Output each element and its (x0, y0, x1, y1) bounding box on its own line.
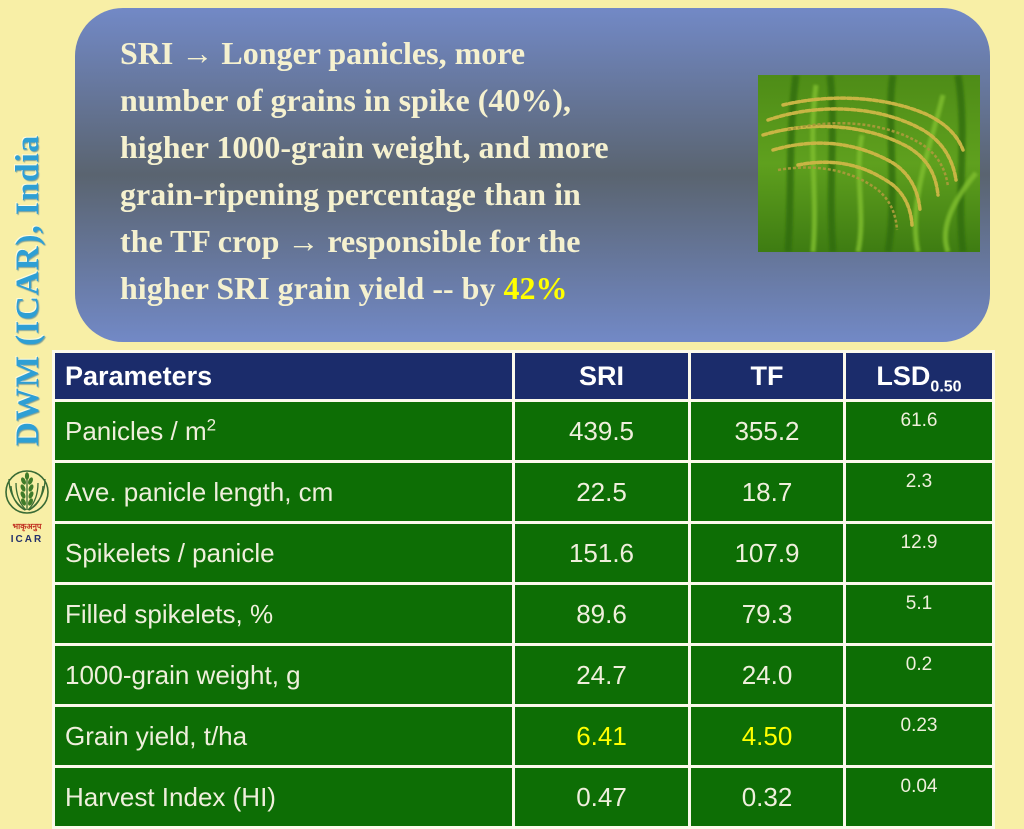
table-row: Harvest Index (HI) 0.47 0.32 0.04 (52, 765, 995, 829)
table-row: 1000-grain weight, g 24.7 24.0 0.2 (52, 643, 995, 707)
param-cell: Ave. panicle length, cm (52, 460, 515, 524)
callout-line-5: the TF crop → responsible for the (120, 223, 581, 259)
icar-logo: भाकृअनुप ICAR (3, 455, 51, 553)
callout-line-3: higher 1000-grain weight, and more (120, 129, 609, 165)
lsd-value: 61.6 (843, 399, 995, 463)
tf-value: 107.9 (688, 521, 846, 585)
sri-value: 439.5 (512, 399, 691, 463)
lsd-value: 0.2 (843, 643, 995, 707)
table-header-row: Parameters SRI TF LSD0.50 (52, 350, 995, 402)
logo-hindi-text: भाकृअनुप (13, 522, 42, 532)
lsd-value: 12.9 (843, 521, 995, 585)
callout-text: SRI → Longer panicles, more number of gr… (120, 30, 785, 312)
header-sri: SRI (512, 350, 691, 402)
callout-line-4: grain-ripening percentage than in (120, 176, 581, 212)
callout-line-6: higher SRI grain yield -- by 42% (120, 265, 785, 312)
sri-value: 22.5 (512, 460, 691, 524)
param-cell: Grain yield, t/ha (52, 704, 515, 768)
table-row: Spikelets / panicle 151.6 107.9 12.9 (52, 521, 995, 585)
header-lsd-subscript: 0.50 (930, 377, 962, 395)
highlight-42-percent: 42% (503, 270, 568, 306)
sidebar-vertical-label: DWM (ICAR), India (10, 134, 46, 447)
table-row: Filled spikelets, % 89.6 79.3 5.1 (52, 582, 995, 646)
callout-line-1: SRI → Longer panicles, more (120, 35, 526, 71)
callout-line-2: number of grains in spike (40%), (120, 82, 572, 118)
sri-value: 89.6 (512, 582, 691, 646)
param-text: Panicles / m (65, 415, 207, 446)
sri-value: 0.47 (512, 765, 691, 829)
tf-value: 24.0 (688, 643, 846, 707)
tf-value: 355.2 (688, 399, 846, 463)
tf-value-highlighted: 4.50 (688, 704, 846, 768)
lsd-value: 0.23 (843, 704, 995, 768)
tf-value: 79.3 (688, 582, 846, 646)
header-parameters: Parameters (52, 350, 515, 402)
table-row: Panicles / m2 439.5 355.2 61.6 (52, 399, 995, 463)
header-lsd: LSD0.50 (843, 350, 995, 402)
sri-value-highlighted: 6.41 (512, 704, 691, 768)
callout-line-6-text: higher SRI grain yield -- by (120, 270, 504, 306)
callout-box: SRI → Longer panicles, more number of gr… (75, 8, 990, 342)
table-row-grain-yield: Grain yield, t/ha 6.41 4.50 0.23 (52, 704, 995, 768)
table-row: Ave. panicle length, cm 22.5 18.7 2.3 (52, 460, 995, 524)
header-lsd-base: LSD (876, 360, 931, 391)
results-table: Parameters SRI TF LSD0.50 Panicles / m2 … (52, 350, 995, 829)
param-cell: Harvest Index (HI) (52, 765, 515, 829)
logo-icar-text: ICAR (11, 534, 43, 545)
lsd-value: 2.3 (843, 460, 995, 524)
wheat-emblem-icon: भाकृअनुप ICAR (5, 470, 49, 545)
sri-value: 151.6 (512, 521, 691, 585)
param-cell: 1000-grain weight, g (52, 643, 515, 707)
lsd-value: 0.04 (843, 765, 995, 829)
param-cell: Filled spikelets, % (52, 582, 515, 646)
sri-value: 24.7 (512, 643, 691, 707)
param-cell: Spikelets / panicle (52, 521, 515, 585)
param-cell: Panicles / m2 (52, 399, 515, 463)
rice-photo (758, 75, 980, 252)
lsd-value: 5.1 (843, 582, 995, 646)
rice-panicles-illustration (758, 75, 980, 252)
header-tf: TF (688, 350, 846, 402)
param-superscript: 2 (206, 414, 217, 434)
tf-value: 18.7 (688, 460, 846, 524)
tf-value: 0.32 (688, 765, 846, 829)
